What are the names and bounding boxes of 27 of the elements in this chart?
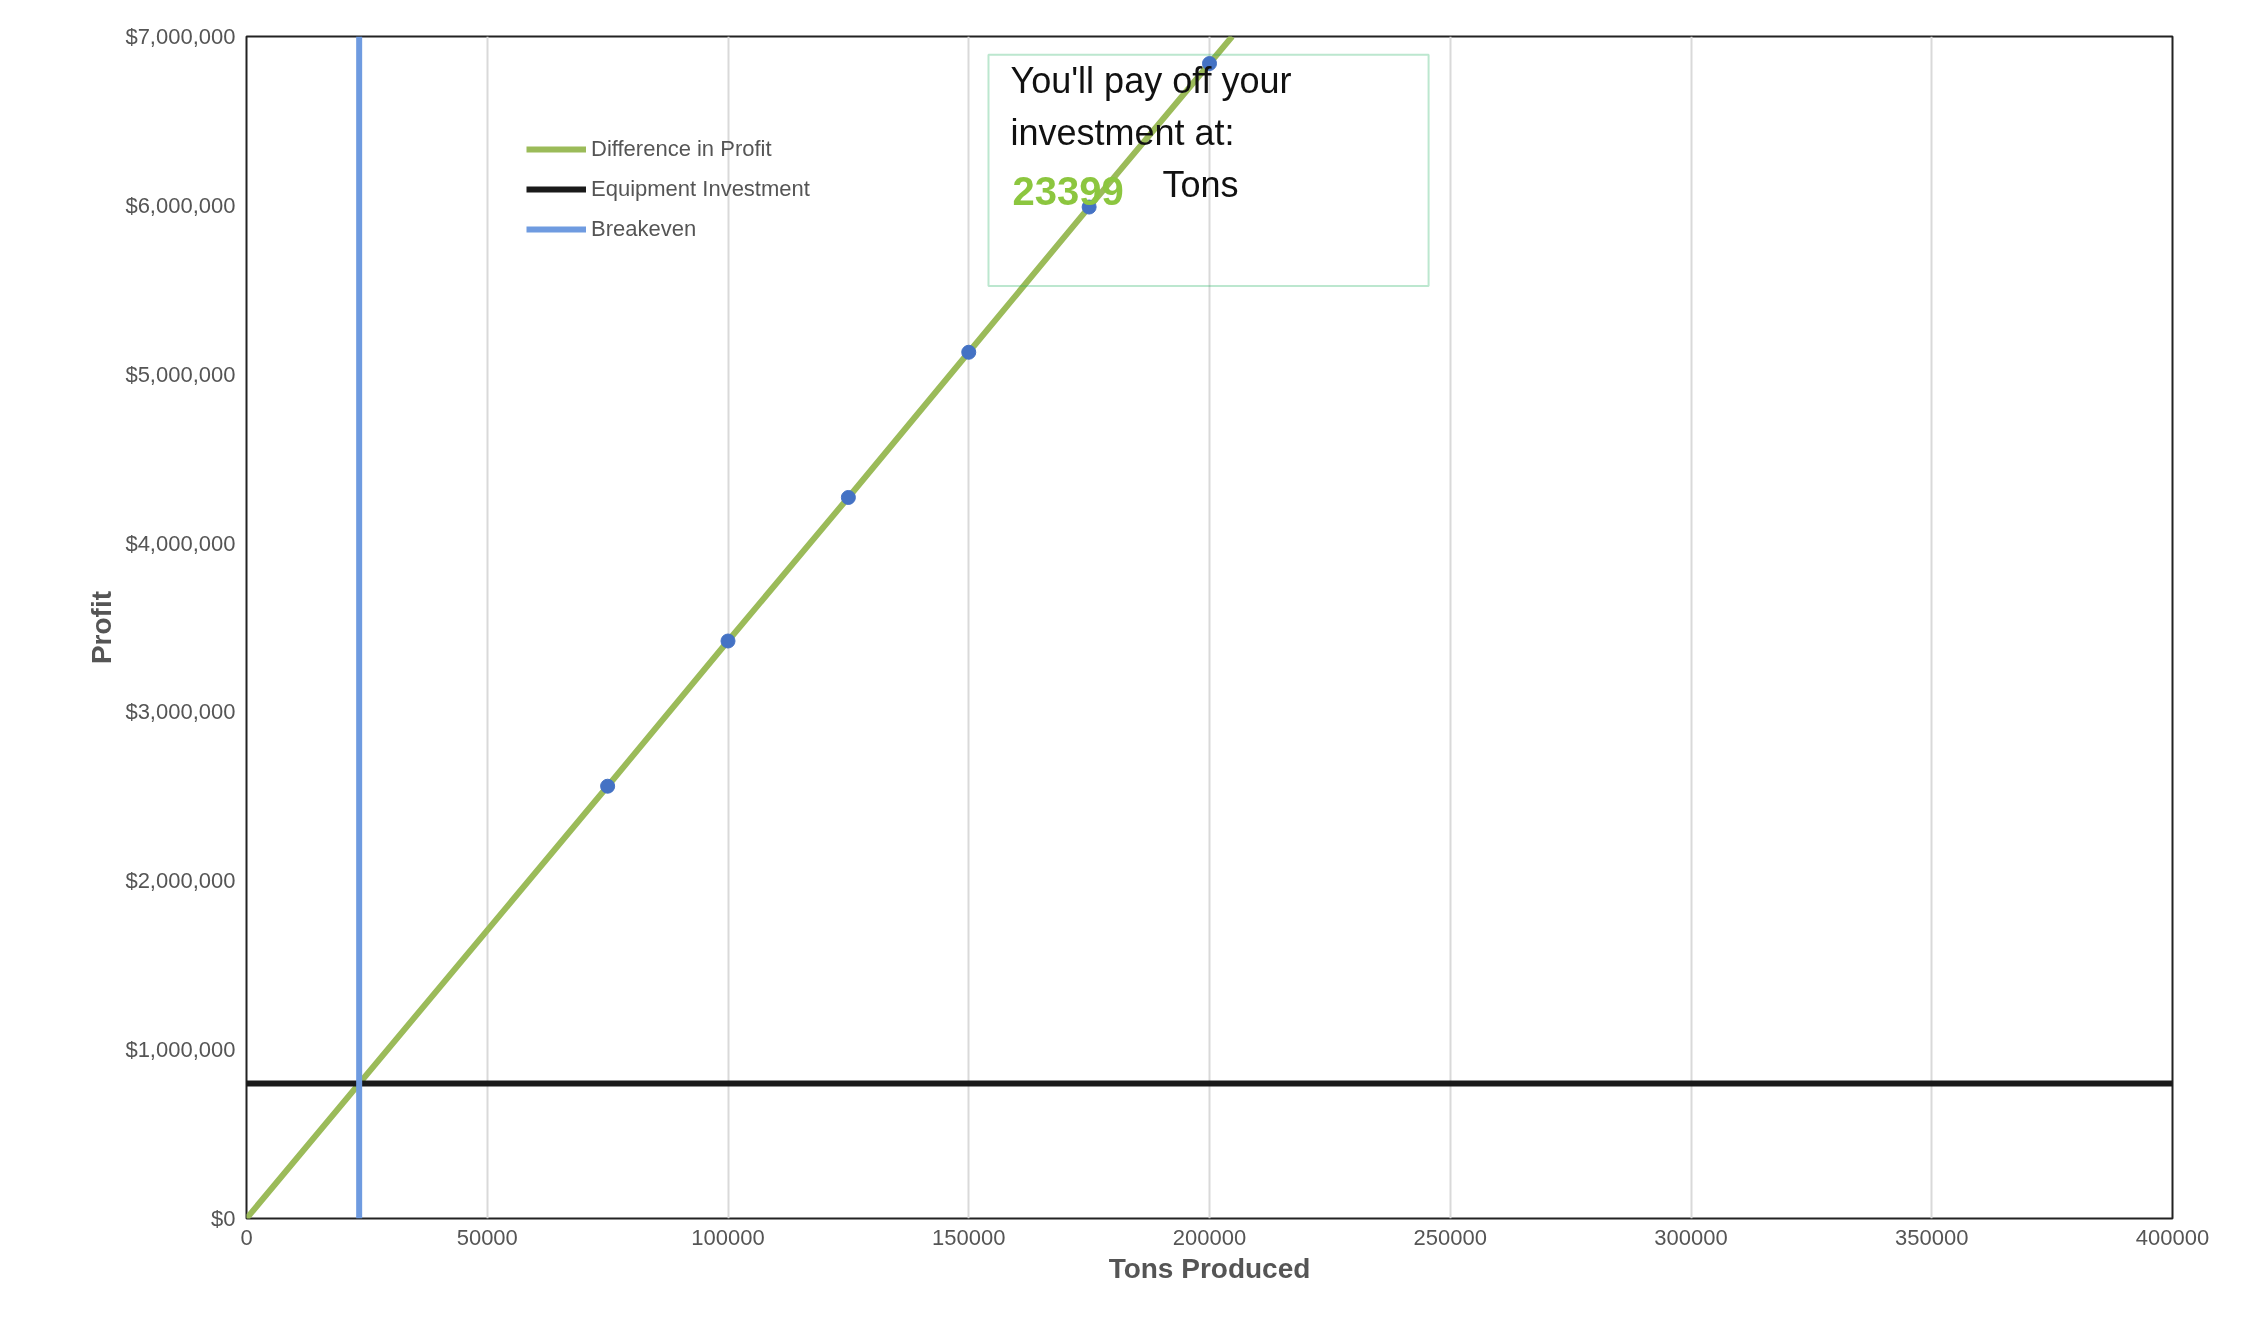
y-tick-label: $1,000,000 bbox=[125, 1037, 236, 1063]
x-tick-label: 250000 bbox=[1413, 1224, 1487, 1250]
x-tick-label: 300000 bbox=[1654, 1224, 1728, 1250]
point bbox=[840, 489, 856, 505]
legend-label: Difference in Profit bbox=[591, 136, 772, 162]
x-tick-label: 100000 bbox=[691, 1224, 765, 1250]
y-tick-label: $6,000,000 bbox=[125, 192, 236, 218]
x-tick-label: 400000 bbox=[2135, 1224, 2210, 1250]
legend-label: Breakeven bbox=[591, 216, 697, 242]
annotation: Tons bbox=[1162, 163, 1239, 205]
y-axis-title: Profit bbox=[86, 590, 118, 665]
y-tick-label: $7,000,000 bbox=[125, 24, 236, 49]
point bbox=[600, 778, 616, 794]
x-tick-label: 200000 bbox=[1172, 1224, 1247, 1250]
y-tick-label: $5,000,000 bbox=[125, 361, 236, 387]
y-tick-label: $2,000,000 bbox=[125, 868, 236, 894]
x-axis-title: Tons Produced bbox=[1108, 1252, 1311, 1284]
point bbox=[961, 344, 977, 360]
x-tick-label: 0 bbox=[240, 1224, 253, 1250]
y-tick-label: $0 bbox=[211, 1206, 236, 1231]
y-tick-label: $3,000,000 bbox=[125, 699, 236, 725]
x-tick-label: 50000 bbox=[456, 1224, 518, 1250]
point bbox=[720, 633, 736, 649]
y-tick-label: $4,000,000 bbox=[125, 530, 236, 556]
x-tick-label: 350000 bbox=[1895, 1224, 1969, 1250]
x-tick-label: 150000 bbox=[932, 1224, 1006, 1250]
legend-label: Equipment Investment bbox=[591, 176, 810, 202]
